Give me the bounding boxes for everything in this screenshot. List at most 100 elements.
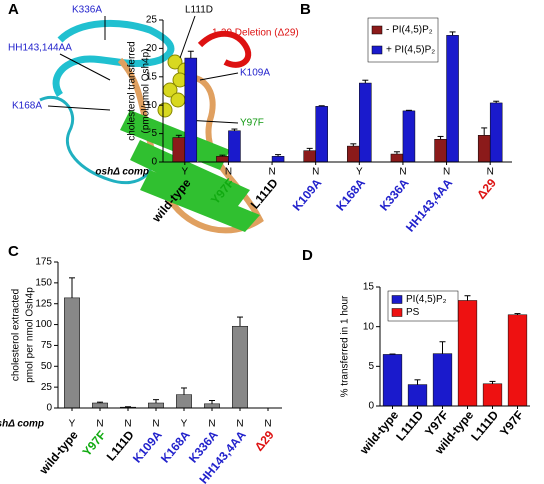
bar xyxy=(315,106,328,163)
bar xyxy=(382,354,403,407)
bar xyxy=(176,394,192,409)
x-tick-label: K109A xyxy=(130,428,165,466)
bar xyxy=(507,314,528,407)
legend-swatch xyxy=(391,308,403,317)
panel-letter: A xyxy=(8,1,19,18)
legend-box xyxy=(367,17,439,63)
residue-label: Y97F xyxy=(240,118,264,129)
bar xyxy=(359,82,372,163)
helix xyxy=(52,19,175,97)
bar xyxy=(64,297,80,409)
x-tick-label: L111D xyxy=(468,408,501,444)
bar xyxy=(148,402,164,409)
y-tick-label: 15 xyxy=(146,71,158,82)
comp-label: N xyxy=(268,167,275,178)
bar xyxy=(204,403,220,409)
comp-label: N xyxy=(96,419,103,430)
leader xyxy=(179,15,196,59)
panel-letter: C xyxy=(8,243,19,260)
bar xyxy=(216,156,229,163)
bar xyxy=(434,139,447,163)
leader xyxy=(47,105,111,111)
comp-label: N xyxy=(152,419,159,430)
y-tick-label: 125 xyxy=(35,298,52,309)
bar xyxy=(446,35,459,163)
comp-label: Y xyxy=(69,419,76,430)
y-tick-label: 20 xyxy=(146,43,158,54)
x-tick-label: wild-type xyxy=(36,428,81,478)
y-axis-title: pmol per nmol Osh4p xyxy=(25,287,36,383)
legend-swatch xyxy=(391,295,403,304)
legend-swatch xyxy=(371,25,383,35)
panel-letter: D xyxy=(302,247,313,264)
comp-label: N xyxy=(312,167,319,178)
y-tick-label: 5 xyxy=(151,128,157,139)
bar xyxy=(477,135,491,163)
bar xyxy=(489,102,503,163)
y-axis-title: cholesterol transferred xyxy=(127,41,138,141)
comp-label: N xyxy=(443,167,450,178)
x-tick-label: K168A xyxy=(158,428,193,466)
comp-row-title: oshΔ comp xyxy=(0,419,44,430)
legend-label: PS xyxy=(406,307,420,318)
y-tick-label: 10 xyxy=(146,100,158,111)
y-tick-label: 50 xyxy=(41,361,53,372)
x-tick-label: K336A xyxy=(377,176,412,214)
bar xyxy=(457,300,478,407)
comp-label: N xyxy=(264,419,271,430)
bar xyxy=(184,57,198,163)
residue-label: K168A xyxy=(12,101,42,112)
x-tick-label: Y97F xyxy=(497,408,526,439)
panel-letter: B xyxy=(300,1,311,18)
leader xyxy=(59,53,111,81)
comp-label: Y xyxy=(181,167,188,178)
y-tick-label: 150 xyxy=(35,277,52,288)
bar xyxy=(407,384,428,407)
y-tick-label: 175 xyxy=(35,257,52,268)
y-tick-label: 0 xyxy=(151,157,157,168)
protein-structure xyxy=(39,15,264,234)
red-helix xyxy=(197,30,252,68)
sheet xyxy=(120,110,260,232)
y-axis-title: % transferred in 1 hour xyxy=(340,295,351,397)
y-axis-title: (pmol/pmol Osh4p) xyxy=(141,48,152,133)
x-tick-label: L111D xyxy=(248,176,281,212)
bar xyxy=(232,325,248,409)
y-axis-title: cholesterol extracted xyxy=(11,289,22,381)
bar xyxy=(303,150,316,163)
x-tick-label: K109A xyxy=(290,176,325,214)
bar xyxy=(172,137,186,163)
y-tick-label: 25 xyxy=(41,382,53,393)
leader xyxy=(199,72,239,81)
comp-label: Y xyxy=(181,419,188,430)
residue-label: 1-29 Deletion (Δ29) xyxy=(212,28,299,39)
residue-label: K109A xyxy=(240,68,270,79)
bar xyxy=(402,110,416,163)
residue-label: HH143,144AA xyxy=(8,43,72,54)
residue-label: L111D xyxy=(185,5,213,16)
comp-label: N xyxy=(208,419,215,430)
x-tick-label: Δ29 xyxy=(474,176,499,202)
bar xyxy=(347,145,360,163)
y-tick-label: 25 xyxy=(146,15,158,26)
y-tick-label: 10 xyxy=(363,321,375,332)
y-tick-label: 0 xyxy=(368,401,374,412)
comp-label: N xyxy=(236,419,243,430)
bar xyxy=(271,156,285,163)
comp-label: N xyxy=(399,167,406,178)
comp-label: N xyxy=(225,167,232,178)
legend-label: - PI(4,5)P₂ xyxy=(386,25,433,36)
y-tick-label: 0 xyxy=(46,403,52,414)
legend-label: + PI(4,5)P₂ xyxy=(386,45,435,56)
y-tick-label: 75 xyxy=(41,340,53,351)
y-tick-label: 5 xyxy=(368,361,374,372)
bar xyxy=(432,353,453,407)
x-tick-label: L111D xyxy=(393,408,426,444)
loop xyxy=(39,95,155,185)
bar xyxy=(482,383,503,407)
y-tick-label: 15 xyxy=(363,282,375,293)
spheres xyxy=(157,54,193,118)
comp-row-title: oshΔ comp xyxy=(95,167,149,178)
x-tick-label: K168A xyxy=(333,176,368,214)
